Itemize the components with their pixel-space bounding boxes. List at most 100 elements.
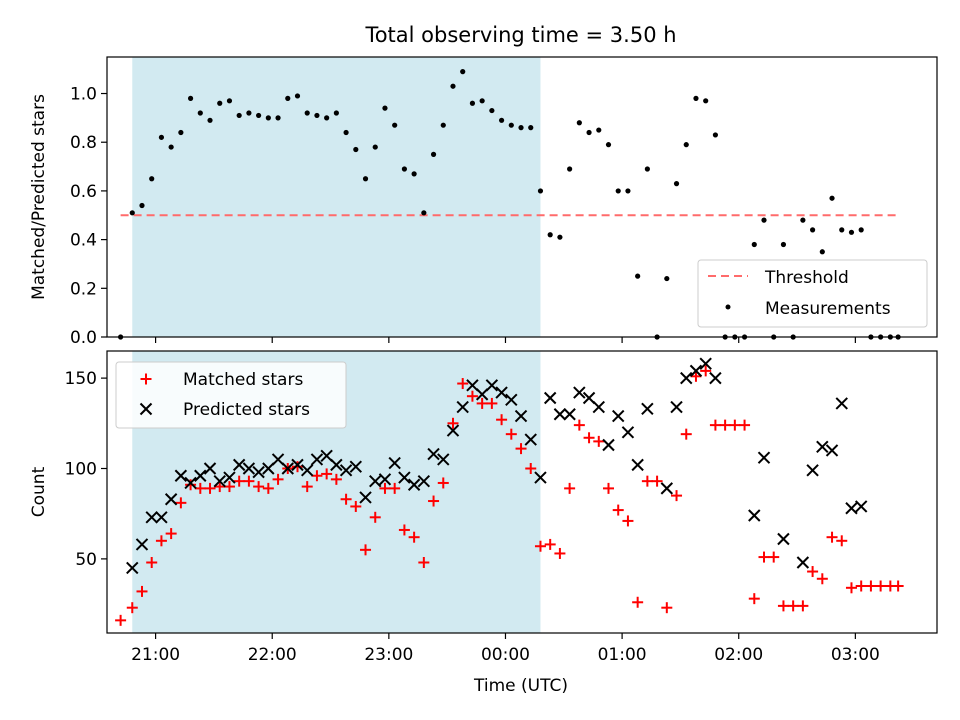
matched-star-marker	[330, 473, 342, 485]
predicted-star-marker	[854, 500, 868, 513]
legend-predicted-label: Predicted stars	[183, 400, 310, 420]
predicted-star-marker	[466, 379, 479, 392]
measurement-point	[226, 98, 233, 104]
matched-star-marker	[340, 493, 352, 505]
measurement-point	[780, 241, 787, 248]
matched-star-marker	[437, 477, 449, 489]
predicted-star-marker	[271, 453, 285, 466]
x-axis-label: Time (UTC)	[473, 676, 568, 696]
measurement-point	[586, 129, 592, 136]
matched-star-marker	[632, 596, 644, 608]
ratio-panel: 0.0 0.2 0.4 0.6 0.8 1.0 Matched/Predicted sta…	[29, 56, 938, 348]
measurement-point	[382, 105, 388, 111]
predicted-star-marker	[806, 464, 819, 477]
matched-star-marker	[185, 479, 197, 491]
measurement-point	[168, 144, 174, 150]
measurement-point	[392, 122, 398, 128]
predicted-star-marker	[203, 462, 217, 475]
matched-star-marker	[564, 482, 576, 494]
matched-star-marker	[816, 573, 828, 585]
measurement-point	[362, 176, 369, 182]
y-tick-label: 0.0	[70, 328, 97, 348]
matched-star-marker	[641, 475, 653, 487]
measurement-point	[411, 171, 417, 177]
predicted-star-marker	[621, 426, 635, 439]
predicted-star-marker	[330, 458, 343, 472]
predicted-star-marker	[184, 476, 197, 490]
matched-star-marker	[301, 481, 313, 493]
matched-star-marker	[476, 397, 488, 409]
measurement-point	[421, 210, 427, 216]
predicted-star-marker	[845, 502, 858, 515]
measurement-point	[848, 229, 855, 235]
measurement-point	[197, 110, 203, 116]
measurement-point	[275, 115, 281, 121]
measurement-point	[537, 188, 544, 194]
predicted-star-marker	[126, 561, 139, 575]
matched-star-marker	[223, 481, 235, 493]
matched-star-marker	[680, 428, 692, 440]
measurement-point	[285, 95, 291, 101]
measurement-point	[644, 166, 650, 172]
measurement-point	[567, 166, 573, 172]
ratio-axes-frame	[106, 56, 938, 338]
matched-star-marker	[408, 531, 420, 543]
matched-star-marker	[272, 473, 284, 485]
matched-star-marker	[418, 557, 430, 568]
x-tick-label: 00:00	[481, 645, 530, 665]
matched-star-marker	[534, 540, 546, 552]
matched-star-marker	[875, 580, 887, 592]
predicted-star-marker	[514, 409, 528, 423]
matched-star-marker	[379, 482, 391, 494]
measurement-point	[761, 217, 767, 223]
matched-star-marker	[807, 566, 819, 578]
matched-star-marker	[593, 435, 605, 447]
count-x-ticks: 21:00 22:00 23:00 00:00 01:00 02:00 03:00	[131, 633, 880, 665]
matched-star-marker	[136, 585, 148, 597]
predicted-star-marker	[553, 408, 567, 421]
matched-star-marker	[496, 414, 508, 426]
predicted-star-marker	[475, 388, 489, 401]
measurement-point	[703, 98, 709, 104]
matched-star-marker	[671, 490, 683, 502]
predicted-star-marker	[349, 460, 363, 473]
x-tick-label: 22:00	[248, 645, 297, 665]
measurement-point	[683, 142, 689, 148]
matched-star-marker	[126, 602, 138, 614]
matched-star-marker	[194, 482, 206, 494]
matched-star-marker	[836, 535, 848, 547]
matched-star-marker	[457, 378, 469, 390]
measurement-point	[489, 107, 495, 114]
matched-star-marker	[661, 602, 673, 614]
predicted-star-marker	[213, 474, 226, 488]
measurement-point	[615, 188, 621, 194]
matched-star-marker	[651, 475, 663, 487]
predicted-star-marker	[427, 447, 440, 461]
matched-star-marker	[690, 370, 702, 382]
ratio-shaded-interval	[132, 57, 541, 337]
measurement-point	[508, 122, 514, 128]
measurement-point	[518, 125, 524, 131]
predicted-star-marker	[505, 393, 518, 407]
predicted-star-marker	[252, 465, 265, 479]
measurement-point	[139, 202, 145, 209]
predicted-star-marker	[573, 386, 586, 399]
x-tick-label: 03:00	[831, 645, 880, 665]
measurement-point	[324, 115, 330, 121]
x-tick-label: 02:00	[714, 645, 763, 665]
matched-star-marker	[311, 470, 323, 482]
predicted-star-marker	[631, 458, 644, 472]
matched-star-marker	[768, 551, 780, 563]
measurement-point	[430, 151, 437, 157]
predicted-star-marker	[369, 474, 382, 488]
measurement-point	[625, 188, 631, 194]
predicted-star-marker	[407, 478, 421, 491]
ratio-legend: Threshold Measurements	[697, 259, 928, 328]
matched-star-marker	[262, 482, 274, 494]
predicted-star-marker	[689, 364, 703, 378]
measurement-point	[353, 146, 359, 153]
matched-star-marker	[777, 600, 789, 612]
measurement-point	[265, 115, 271, 121]
predicted-star-marker	[670, 400, 683, 414]
measurement-point	[149, 176, 155, 182]
